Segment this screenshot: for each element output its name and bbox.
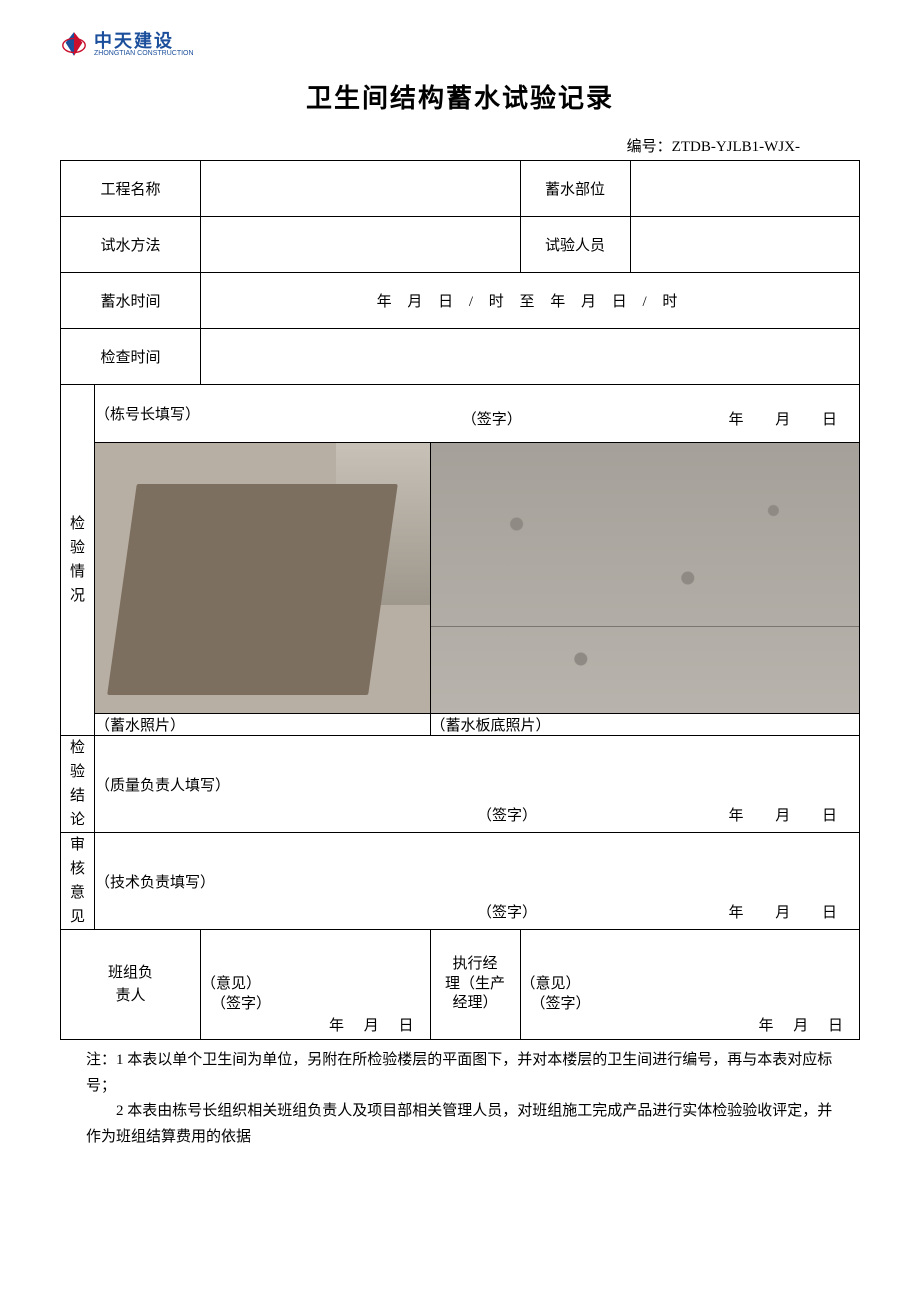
inspection-section-label: 检验情况 [61, 385, 95, 736]
record-form-table: 工程名称 蓄水部位 试水方法 试验人员 蓄水时间 年 月 日 / 时 至 年 月… [60, 160, 860, 1040]
review-filled-by-note: （技术负责填写） [95, 871, 859, 892]
slab-bottom-photo-placeholder [431, 443, 860, 713]
note-line-2: 2 本表由栋号长组织相关班组负责人及项目部相关管理人员，对班组施工完成产品进行实… [86, 1099, 834, 1150]
doc-code-value: ZTDB-YJLB1-WJX- [672, 139, 800, 155]
water-time-range[interactable]: 年 月 日 / 时 至 年 月 日 / 时 [201, 273, 860, 329]
photo-2-cell [430, 443, 860, 714]
logo-name-en: ZHONGTIAN CONSTRUCTION [94, 50, 194, 57]
exec-manager-cell[interactable]: （意见） （签字） 年 月 日 [520, 930, 860, 1040]
team-leader-date-text: 年 月 日 [329, 1014, 422, 1035]
water-photo-placeholder [95, 443, 430, 713]
project-name-label: 工程名称 [61, 161, 201, 217]
project-name-value[interactable] [201, 161, 520, 217]
conclusion-filled-by-note: （质量负责人填写） [95, 774, 859, 795]
team-leader-opinion-label: （意见） [201, 972, 429, 993]
review-signature-label: （签字） [477, 901, 537, 922]
team-leader-cell[interactable]: （意见） （签字） 年 月 日 [201, 930, 430, 1040]
water-time-label: 蓄水时间 [61, 273, 201, 329]
inspection-filled-by-cell[interactable]: （栋号长填写） （签字） 年 月 日 [95, 385, 860, 443]
test-method-label: 试水方法 [61, 217, 201, 273]
water-area-label: 蓄水部位 [520, 161, 630, 217]
exec-manager-signature-label: （签字） [531, 992, 591, 1013]
photo-1-cell [95, 443, 431, 714]
review-date-text: 年 月 日 [728, 901, 851, 922]
exec-manager-opinion-label: （意见） [521, 972, 860, 993]
team-leader-signature-label: （签字） [211, 992, 271, 1013]
test-method-value[interactable] [201, 217, 520, 273]
conclusion-signature-label: （签字） [477, 804, 537, 825]
page-title: 卫生间结构蓄水试验记录 [60, 78, 860, 115]
exec-manager-date-text: 年 月 日 [758, 1014, 851, 1035]
document-code: 编号：ZTDB-YJLB1-WJX- [60, 135, 800, 156]
conclusion-section-label: 检验结论 [61, 736, 95, 833]
doc-code-prefix: 编号： [627, 139, 672, 155]
tester-label: 试验人员 [520, 217, 630, 273]
inspection-signature-label: （签字） [462, 408, 522, 429]
tester-value[interactable] [630, 217, 860, 273]
photo-2-caption: （蓄水板底照片） [430, 714, 860, 736]
check-time-label: 检查时间 [61, 329, 201, 385]
conclusion-date-text: 年 月 日 [728, 804, 851, 825]
footer-notes: 注：1 本表以单个卫生间为单位，另附在所检验楼层的平面图下，并对本楼层的卫生间进… [60, 1048, 860, 1150]
logo-icon [60, 30, 88, 58]
review-section-label: 审核意见 [61, 833, 95, 930]
conclusion-cell[interactable]: （质量负责人填写） （签字） 年 月 日 [95, 736, 860, 833]
note-line-1: 注：1 本表以单个卫生间为单位，另附在所检验楼层的平面图下，并对本楼层的卫生间进… [86, 1048, 834, 1099]
team-leader-label: 班组负责人 [61, 930, 201, 1040]
inspection-date-text: 年 月 日 [728, 408, 851, 429]
logo-name-cn: 中天建设 [94, 32, 194, 50]
photo-1-caption: （蓄水照片） [95, 714, 431, 736]
exec-manager-label: 执行经理（生产经理） [430, 930, 520, 1040]
water-area-value[interactable] [630, 161, 860, 217]
check-time-value[interactable] [201, 329, 860, 385]
review-cell[interactable]: （技术负责填写） （签字） 年 月 日 [95, 833, 860, 930]
company-logo: 中天建设 ZHONGTIAN CONSTRUCTION [60, 30, 860, 58]
